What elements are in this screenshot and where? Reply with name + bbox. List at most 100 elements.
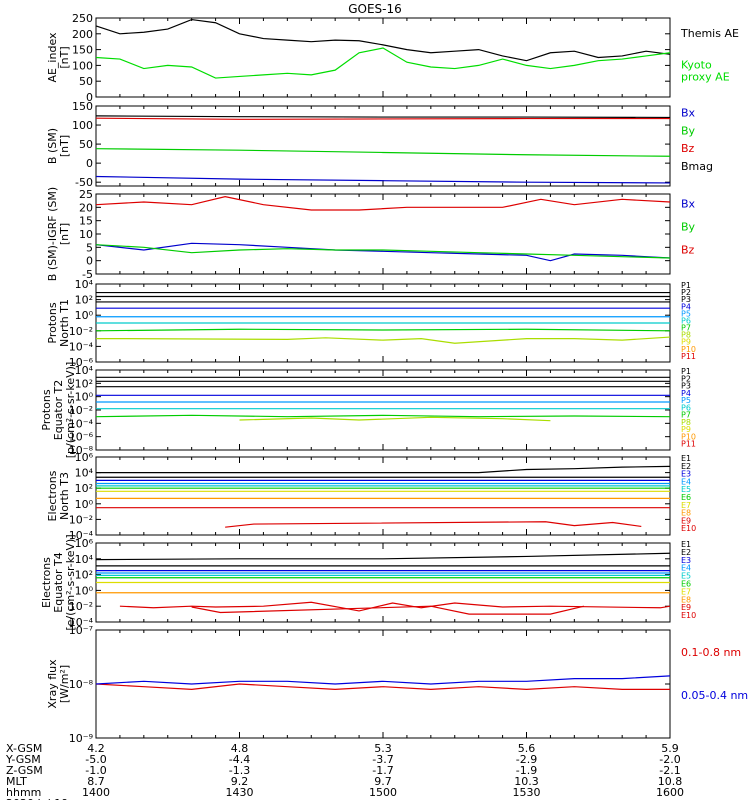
panel-1: -50 0 50 100 150 B (SM) [nT] Bx By Bz Bmag (46, 100, 713, 189)
series-line-e1 (95, 552, 671, 561)
y-axis-label: AE_index (46, 32, 59, 83)
series-line-bz (95, 196, 671, 211)
y-tick-label: 10⁶ (75, 451, 94, 464)
legend-entry: Themis AE (680, 27, 739, 40)
x-tick-label: -2.1 (659, 764, 680, 777)
legend-entry: 0.05-0.4 nm (681, 689, 748, 702)
legend-entry: P1 (681, 281, 691, 290)
y-tick-label: 150 (72, 100, 93, 113)
y-tick-label: 10² (75, 569, 93, 582)
series-line-p8 (239, 416, 551, 422)
legend-entry: E10 (681, 611, 696, 620)
x-tick-label: -1.7 (372, 764, 393, 777)
y-tick-label: 10⁰ (75, 391, 94, 404)
y-axis-label: Electrons (40, 557, 53, 608)
y-axis-label: [nT] (58, 135, 71, 157)
y-tick-label: 10⁴ (75, 278, 94, 291)
legend-entry: E5 (681, 572, 691, 581)
y-axis-label: [nT] (58, 46, 71, 68)
legend-entry: E7 (681, 501, 691, 510)
legend-entry: Kyoto (681, 59, 712, 72)
x-tick-label: 1500 (369, 786, 397, 799)
y-tick-label: 250 (72, 12, 93, 25)
series-line-p8 (96, 336, 671, 344)
y-axis-label: Electrons (46, 470, 59, 521)
legend-entry: Bx (681, 107, 696, 120)
y-tick-label: 10² (75, 294, 93, 307)
series-line-p7 (95, 328, 671, 332)
y-tick-label: 10⁴ (75, 553, 94, 566)
series-line-kyoto-proxy-ae (95, 47, 671, 79)
y-tick-label: 150 (72, 44, 93, 57)
y-axis-label: Xray flux (46, 659, 59, 709)
x-tick-label: 9.2 (231, 775, 249, 788)
series-line-e10 (191, 605, 585, 615)
y-tick-label: 10⁻⁴ (69, 529, 94, 542)
legend-entry: P6 (681, 316, 691, 325)
legend-entry: E4 (681, 564, 691, 573)
series-line-themis-ae (95, 18, 671, 62)
legend-entry: Bz (681, 243, 695, 256)
legend-entry: P7 (681, 324, 691, 333)
x-tick-label: 5.9 (661, 742, 679, 755)
y-axis-label: Protons (40, 389, 53, 430)
y-tick-label: 25 (79, 188, 93, 201)
panel-0: 0 50 100 150 200 250 AE_index [nT] Themis AE Kyot… (46, 12, 739, 104)
legend-entry: E8 (681, 509, 691, 518)
legend-entry: P6 (681, 403, 691, 412)
legend-entry: P11 (681, 440, 696, 449)
y-tick-label: -5 (82, 268, 93, 281)
x-tick-label: 1430 (226, 786, 254, 799)
y-tick-label: 10⁴ (75, 467, 94, 480)
y-axis-label: B (SM) (46, 128, 59, 164)
x-row-label: Y-GSM (5, 753, 41, 766)
legend-entry: P4 (681, 389, 691, 398)
y-axis-label: Equator T4 (52, 552, 65, 612)
y-tick-label: 50 (79, 138, 93, 151)
y-tick-label: 0 (86, 157, 93, 170)
legend-entry: E2 (681, 462, 691, 471)
y-tick-label: 10 (79, 228, 93, 241)
y-tick-label: 10⁰ (75, 309, 94, 322)
y-tick-label: 0 (86, 91, 93, 104)
x-row-label: MLT (6, 775, 27, 788)
legend-entry: P1 (681, 367, 691, 376)
legend-entry: P7 (681, 411, 691, 420)
legend-entry: P3 (681, 382, 691, 391)
y-tick-label: 100 (72, 119, 93, 132)
chart-title: GOES-16 (348, 2, 402, 16)
x-tick-label: 8.7 (87, 775, 105, 788)
y-tick-label: -50 (75, 176, 93, 189)
x-tick-label: 5.3 (374, 742, 392, 755)
x-tick-label: -2.9 (516, 753, 537, 766)
date-label: 2020 Jul 19 (6, 797, 68, 800)
legend-entry: P2 (681, 288, 691, 297)
x-tick-label: 1600 (656, 786, 684, 799)
y-tick-label: 10⁻⁹ (69, 732, 93, 745)
y-tick-label: 10⁻² (69, 404, 93, 417)
y-tick-label: 10⁻⁴ (69, 616, 94, 629)
legend-entry: By (681, 124, 696, 137)
y-tick-label: 50 (79, 75, 93, 88)
y-tick-label: 15 (79, 215, 93, 228)
y-axis-label: Protons (46, 302, 59, 343)
x-tick-label: 1400 (82, 786, 110, 799)
legend-entry: P8 (681, 418, 691, 427)
x-tick-label: 10.8 (658, 775, 683, 788)
x-tick-label: 5.6 (518, 742, 536, 755)
legend-entry: P10 (681, 432, 696, 441)
panel-frame (95, 193, 671, 275)
y-tick-label: 10² (75, 482, 93, 495)
legend-entry: E4 (681, 477, 691, 486)
y-tick-label: 10⁻⁴ (69, 417, 94, 430)
legend-entry: P4 (681, 302, 691, 311)
y-tick-label: 10⁻⁶ (69, 356, 94, 369)
legend-entry: E9 (681, 516, 691, 525)
x-tick-label: 1530 (513, 786, 541, 799)
series-line-bx (95, 175, 671, 184)
legend-entry: P2 (681, 374, 691, 383)
